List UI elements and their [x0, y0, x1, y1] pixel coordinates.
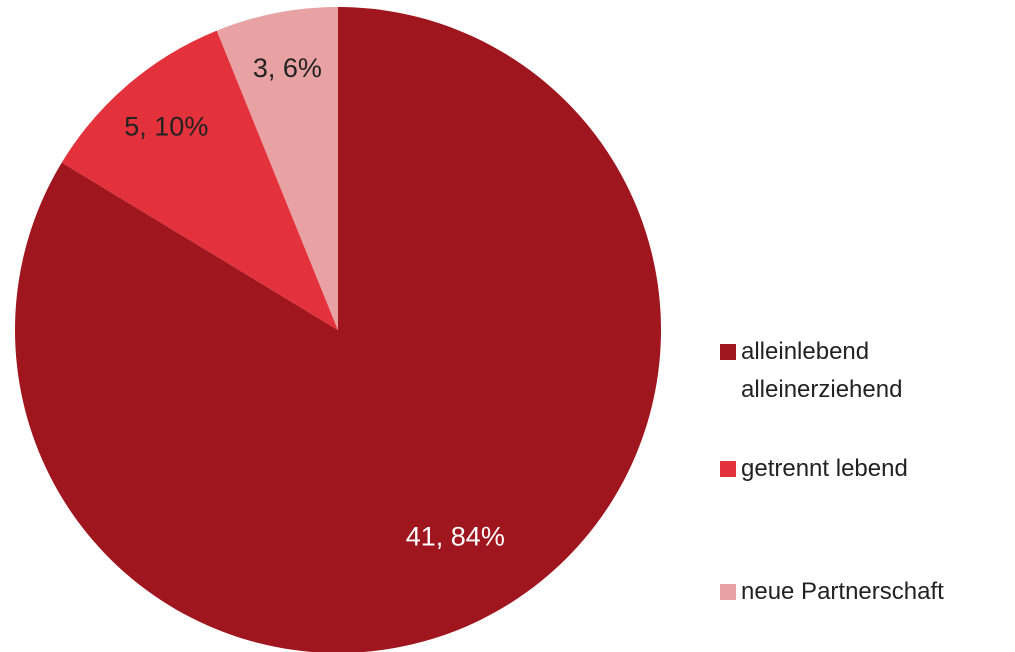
legend-label: alleinlebend alleinerziehend	[741, 338, 903, 403]
legend-swatch	[720, 344, 736, 360]
pie-slice	[61, 30, 339, 330]
pie-slice	[216, 7, 338, 330]
legend-swatch	[720, 584, 736, 600]
legend-item: neue Partnerschaft	[720, 573, 1015, 611]
legend-item: getrennt lebend	[720, 450, 1015, 488]
legend-label: getrennt lebend	[741, 455, 908, 482]
pie-slice	[15, 7, 661, 652]
data-label: 41, 84%	[406, 521, 505, 551]
legend-label: neue Partnerschaft	[741, 578, 944, 605]
legend-item: alleinlebend alleinerziehend	[720, 333, 941, 409]
data-label: 5, 10%	[124, 111, 208, 141]
legend-swatch	[720, 461, 736, 477]
data-label: 3, 6%	[253, 53, 322, 83]
